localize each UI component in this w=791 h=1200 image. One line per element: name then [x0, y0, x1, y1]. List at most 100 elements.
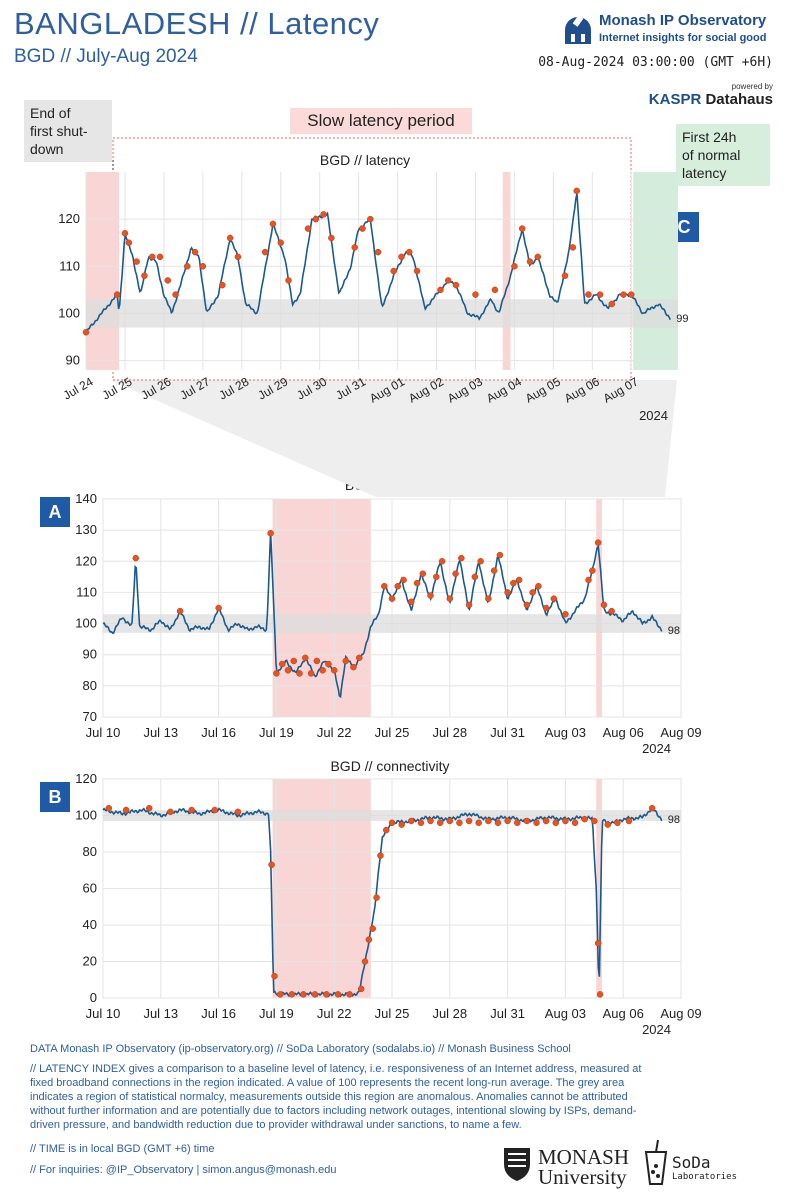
anomaly-point — [604, 821, 612, 828]
x-tick-label: Jul 25 — [100, 374, 135, 402]
anomaly-point — [444, 277, 452, 284]
anomaly-point — [594, 539, 602, 546]
x-tick-label: Jul 10 — [86, 1006, 121, 1021]
anomaly-point — [561, 272, 569, 279]
anomaly-point — [542, 604, 550, 612]
anomaly-point — [377, 852, 384, 859]
y-tick-label: 120 — [75, 771, 97, 786]
kaspr-name: KASPR — [648, 91, 702, 108]
brand-tagline: Internet insights for social good — [599, 32, 767, 44]
shaded-red-region — [502, 172, 511, 370]
page-subtitle: BGD // July-Aug 2024 — [14, 46, 198, 67]
anomaly-point — [569, 244, 577, 251]
anomaly-point — [269, 220, 277, 228]
anomaly-point — [325, 660, 332, 668]
anomaly-point — [400, 576, 407, 584]
anomaly-point — [271, 972, 278, 980]
anomaly-point — [496, 551, 504, 559]
anomaly-point — [307, 670, 315, 677]
anomaly-point — [156, 253, 164, 261]
anomaly-point — [133, 258, 140, 265]
anomaly-point — [277, 991, 284, 998]
anomaly-point — [408, 598, 415, 606]
panel-a-badge: A — [40, 497, 70, 527]
anomaly-point — [456, 819, 463, 827]
anomaly-point — [122, 806, 130, 814]
anomaly-point — [365, 936, 373, 943]
anomaly-point — [446, 817, 454, 825]
x-tick-label: Aug 06 — [603, 1006, 644, 1021]
anomaly-point — [320, 211, 327, 218]
anomaly-point — [485, 817, 492, 825]
anomaly-point — [490, 567, 498, 574]
x-tick-label: Jul 25 — [375, 1006, 410, 1021]
kaspr-datahaus: Datahaus — [705, 91, 773, 108]
anomaly-point — [382, 826, 390, 834]
anomaly-point — [361, 958, 369, 965]
panel-b-badge: B — [40, 782, 70, 812]
y-tick-label: 20 — [83, 954, 97, 969]
anomaly-point — [288, 991, 296, 998]
anomaly-point — [346, 991, 353, 998]
x-tick-label: Jul 16 — [201, 725, 236, 740]
monash-university: University — [538, 1165, 627, 1189]
anomaly-point — [600, 601, 608, 609]
anomaly-point — [184, 263, 191, 270]
zoom-wedge — [110, 380, 677, 497]
note-line: down — [30, 141, 64, 157]
x-tick-label: Jul 25 — [375, 725, 410, 740]
chart-b-title: BGD // connectivity — [330, 758, 450, 774]
anomaly-point — [311, 991, 319, 998]
anomaly-point — [285, 277, 292, 284]
note-line: first shut- — [30, 123, 88, 139]
anomaly-point — [351, 244, 358, 251]
anomaly-point — [533, 819, 540, 827]
anomaly-point — [413, 267, 421, 275]
anomaly-point — [284, 667, 292, 674]
anomaly-point — [105, 804, 113, 812]
anomaly-point — [234, 808, 242, 816]
anomaly-point — [355, 654, 363, 662]
x-tick-label: Jul 22 — [317, 725, 352, 740]
anomaly-point — [515, 576, 523, 584]
chart-a: 70 80 90 100 110 120 130 140 Jul 10 Jul 13 Jul 16 J… — [75, 491, 701, 756]
anomaly-point — [427, 817, 434, 825]
anomaly-point — [417, 819, 425, 827]
soda-logo: SoDa Laboratories — [672, 1155, 737, 1184]
anomaly-point — [465, 601, 473, 609]
anomaly-point — [433, 573, 440, 581]
anomaly-point — [215, 604, 222, 612]
anomaly-point — [534, 253, 542, 261]
anomaly-point — [458, 554, 465, 562]
footer-line: indicates a region of statistical normal… — [30, 1091, 628, 1103]
anomaly-point — [141, 272, 148, 279]
monash-logo: MONASH University — [538, 1147, 629, 1189]
anomaly-point — [388, 595, 396, 602]
anomaly-point — [504, 817, 511, 825]
first-normal-note: First 24h of normal latency — [676, 124, 770, 186]
x-tick-label: Jul 13 — [143, 725, 178, 740]
anomaly-point — [148, 253, 156, 261]
note-line: End of — [30, 105, 71, 121]
x-tick-label: Jul 13 — [143, 1006, 178, 1021]
y-tick-label: 70 — [83, 709, 97, 724]
anomaly-point — [452, 570, 459, 577]
slow-latency-note: Slow latency period — [290, 108, 472, 134]
anomaly-point — [485, 595, 492, 602]
anomaly-point — [312, 215, 320, 223]
y-tick-label: 100 — [75, 616, 97, 631]
anomaly-point — [408, 817, 415, 825]
anomaly-point — [172, 291, 179, 298]
anomaly-point — [234, 253, 242, 261]
anomaly-point — [523, 817, 531, 825]
x-tick-label: Aug 09 — [660, 725, 701, 740]
y-tick-label: 60 — [83, 881, 97, 896]
x-tick-label: Jul 31 — [490, 1006, 525, 1021]
x-tick-label: Aug 09 — [660, 1006, 701, 1021]
brand-name: Monash IP Observatory — [599, 12, 767, 29]
page-title: BANGLADESH // Latency — [14, 6, 380, 41]
anomaly-point — [176, 607, 184, 615]
anomaly-point — [589, 567, 596, 574]
anomaly-point — [585, 291, 592, 298]
anomaly-point — [648, 804, 656, 812]
